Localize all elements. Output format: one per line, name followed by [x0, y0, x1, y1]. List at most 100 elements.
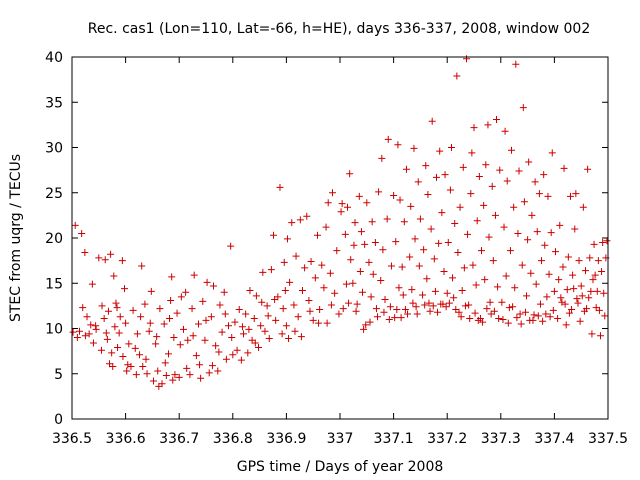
data-point-marker	[422, 162, 430, 170]
data-point-marker	[518, 261, 526, 269]
data-point-marker	[196, 361, 204, 369]
data-point-marker	[122, 319, 130, 327]
data-point-marker	[294, 313, 302, 321]
data-point-marker	[435, 239, 443, 247]
data-point-marker	[449, 274, 457, 282]
data-point-marker	[577, 282, 585, 290]
data-point-marker	[359, 288, 367, 296]
data-point-marker	[600, 289, 608, 297]
data-point-marker	[95, 254, 103, 262]
data-point-marker	[88, 280, 96, 288]
data-point-marker	[443, 289, 451, 297]
data-point-marker	[464, 230, 472, 238]
data-point-marker	[170, 334, 178, 342]
data-point-marker	[107, 250, 115, 258]
data-point-marker	[164, 350, 172, 358]
data-point-marker	[133, 330, 141, 338]
data-point-marker	[113, 304, 121, 312]
data-point-marker	[357, 228, 365, 236]
data-point-marker	[501, 127, 509, 135]
data-point-marker	[579, 203, 587, 211]
data-point-marker	[565, 309, 573, 317]
data-point-marker	[401, 305, 409, 313]
data-point-marker	[276, 183, 284, 191]
data-point-marker	[396, 196, 404, 204]
data-point-marker	[112, 299, 120, 307]
data-point-marker	[551, 248, 559, 256]
data-point-marker	[347, 256, 355, 264]
data-point-marker	[450, 294, 458, 302]
data-point-marker	[544, 192, 552, 200]
data-point-marker	[238, 323, 246, 331]
data-point-marker	[414, 178, 422, 186]
data-point-marker	[483, 305, 491, 313]
data-point-marker	[208, 362, 216, 370]
data-point-marker	[76, 327, 84, 335]
y-tick-label: 10	[45, 322, 63, 338]
data-point-marker	[114, 344, 122, 352]
data-point-marker	[535, 190, 543, 198]
data-point-marker	[142, 355, 150, 363]
data-point-marker	[89, 339, 97, 347]
data-point-marker	[272, 316, 280, 324]
data-point-marker	[397, 314, 405, 322]
data-point-marker	[447, 144, 455, 151]
data-point-marker	[83, 313, 91, 321]
data-point-marker	[471, 309, 479, 317]
data-point-marker	[267, 266, 275, 274]
data-point-marker	[390, 191, 398, 199]
data-point-marker	[81, 332, 89, 340]
data-point-marker	[194, 320, 202, 328]
data-point-marker	[411, 235, 419, 243]
data-point-marker	[400, 218, 408, 226]
data-point-marker	[305, 296, 313, 304]
data-point-marker	[309, 316, 317, 324]
data-point-marker	[318, 261, 326, 269]
data-point-marker	[599, 239, 607, 247]
x-tick-label: 337.3	[481, 431, 521, 447]
data-point-marker	[528, 211, 536, 219]
data-point-marker	[402, 165, 410, 173]
data-point-marker	[421, 301, 429, 309]
data-point-marker	[129, 306, 137, 314]
data-point-marker	[153, 333, 161, 341]
data-point-marker	[286, 278, 294, 286]
y-tick-label: 20	[45, 231, 63, 247]
data-point-marker	[436, 147, 444, 155]
data-point-marker	[563, 286, 571, 294]
data-point-marker	[301, 264, 309, 272]
data-point-marker	[349, 279, 357, 287]
data-point-marker	[462, 55, 470, 63]
data-point-marker	[328, 189, 336, 197]
data-point-marker	[378, 154, 386, 162]
data-point-marker	[386, 303, 394, 311]
y-axis-label: STEC from uqrg / TECUs	[8, 154, 24, 322]
data-point-marker	[426, 307, 434, 315]
data-point-marker	[466, 315, 474, 323]
data-point-marker	[365, 258, 373, 266]
data-point-marker	[166, 315, 174, 323]
data-point-marker	[147, 287, 155, 295]
data-point-marker	[282, 322, 290, 330]
data-point-marker	[258, 298, 266, 306]
data-point-marker	[499, 315, 507, 323]
data-point-marker	[510, 203, 518, 211]
data-point-marker	[407, 202, 415, 210]
x-axis-label: GPS time / Days of year 2008	[237, 459, 444, 475]
data-point-marker	[145, 327, 153, 335]
data-point-marker	[385, 315, 393, 323]
data-point-marker	[225, 322, 233, 330]
data-point-marker	[570, 285, 578, 293]
data-point-marker	[338, 200, 346, 208]
data-point-marker	[110, 272, 118, 280]
data-point-marker	[578, 292, 586, 300]
data-point-marker	[591, 271, 599, 279]
data-point-marker	[303, 212, 311, 220]
data-point-marker	[489, 257, 497, 265]
data-point-marker	[367, 293, 375, 301]
data-point-marker	[408, 286, 416, 294]
data-point-marker	[496, 166, 504, 174]
x-tick-label: 336.9	[266, 431, 306, 447]
data-point-marker	[368, 218, 376, 226]
data-point-marker	[242, 310, 250, 318]
